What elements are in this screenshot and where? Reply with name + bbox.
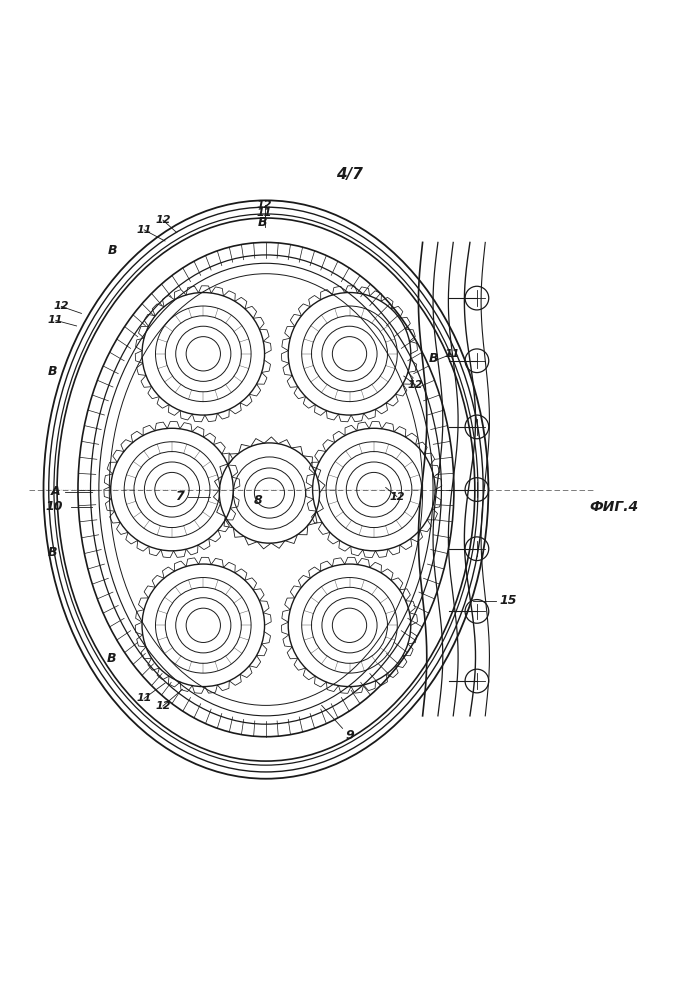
Text: 11: 11 <box>48 315 64 325</box>
Text: B: B <box>48 546 57 559</box>
Text: 12: 12 <box>408 380 424 390</box>
Text: 4/7: 4/7 <box>336 167 363 182</box>
Text: B: B <box>107 652 116 665</box>
Text: 10: 10 <box>45 500 63 513</box>
Text: A: A <box>51 485 61 498</box>
Text: 12: 12 <box>54 301 69 311</box>
Text: 11: 11 <box>136 693 152 703</box>
Text: 8: 8 <box>253 493 262 506</box>
Text: 15: 15 <box>500 594 517 607</box>
Text: 11: 11 <box>445 349 460 359</box>
Text: B: B <box>258 216 267 229</box>
Text: ФИГ.4: ФИГ.4 <box>589 500 639 514</box>
Text: 11: 11 <box>257 208 273 218</box>
Text: 12: 12 <box>257 200 273 210</box>
Text: 12: 12 <box>389 492 405 502</box>
Text: B: B <box>428 352 438 365</box>
Text: B: B <box>108 244 117 257</box>
Text: 11: 11 <box>136 225 152 235</box>
Text: 7: 7 <box>175 490 183 503</box>
Text: B: B <box>48 365 57 378</box>
Text: 12: 12 <box>155 701 171 711</box>
Text: 12: 12 <box>155 215 171 225</box>
Text: 9: 9 <box>345 729 354 742</box>
